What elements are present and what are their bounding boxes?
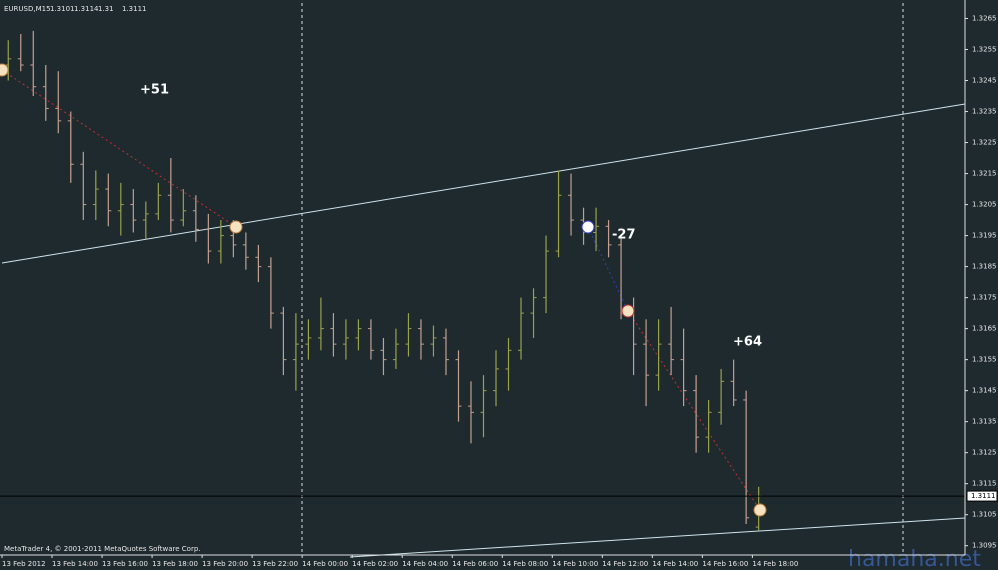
y-tick-label: 1.3115 [972,480,997,488]
x-tick-label: 13 Feb 14:00 [52,560,98,568]
y-tick-label: 1.3225 [972,139,997,147]
x-tick-label: 14 Feb 08:00 [502,560,548,568]
y-tick-label: 1.3235 [972,108,997,116]
y-tick-label: 1.3245 [972,77,997,85]
trend-line [349,517,966,558]
x-tick-label: 13 Feb 20:00 [202,560,248,568]
y-tick-label: 1.3125 [972,449,997,457]
header-price: 1.3114 [74,5,99,13]
trade-marker [753,503,767,517]
x-tick-label: 14 Feb 14:00 [652,560,698,568]
x-tick-label: 14 Feb 02:00 [352,560,398,568]
y-tick-label: 1.3175 [972,294,997,302]
x-tick-label: 14 Feb 10:00 [552,560,598,568]
trade-line [1,69,237,228]
trade-line [587,226,629,312]
y-tick-label: 1.3165 [972,325,997,333]
trade-marker [581,220,595,234]
y-tick-label: 1.3195 [972,232,997,240]
x-tick-label: 13 Feb 16:00 [102,560,148,568]
trade-marker [621,304,635,318]
header-price: 1.3111 [122,5,147,13]
y-tick-label: 1.3095 [972,542,997,550]
price-box [966,490,998,502]
annotation: +51 [140,83,169,98]
price-label: 1.3111 [971,492,996,500]
y-tick-label: 1.3135 [972,418,997,426]
x-tick-label: 14 Feb 00:00 [302,560,348,568]
x-tick-label: 13 Feb 2012 [2,560,46,568]
annotation: -27 [612,228,636,243]
bars [5,30,762,531]
trade-marker [0,63,9,77]
x-tick-label: 14 Feb 12:00 [602,560,648,568]
x-tick-label: 14 Feb 06:00 [452,560,498,568]
y-tick-label: 1.3185 [972,263,997,271]
x-tick-label: 13 Feb 22:00 [252,560,298,568]
trade-marker [229,220,243,234]
x-tick-label: 14 Feb 16:00 [702,560,748,568]
footer: MetaTrader 4, © 2001-2011 MetaQuotes Sof… [4,545,201,553]
watermark: hamaha.net [848,547,981,570]
y-tick-label: 1.3215 [972,170,997,178]
x-tick-label: 14 Feb 18:00 [752,560,798,568]
x-tick-label: 14 Feb 04:00 [402,560,448,568]
symbol: EURUSD,M15 [4,5,51,13]
trade-markers [0,63,767,517]
trend-line [1,103,966,264]
y-tick-label: 1.3155 [972,356,997,364]
x-tick-label: 13 Feb 18:00 [152,560,198,568]
annotation: +64 [733,335,762,350]
y-tick-label: 1.3145 [972,387,997,395]
y-tick-label: 1.3255 [972,46,997,54]
y-tick-label: 1.3105 [972,511,997,519]
y-tick-label: 1.3265 [972,15,997,23]
y-tick-label: 1.3205 [972,201,997,209]
header-price: 1.31 [98,5,114,13]
header-price: 1.3101 [50,5,75,13]
